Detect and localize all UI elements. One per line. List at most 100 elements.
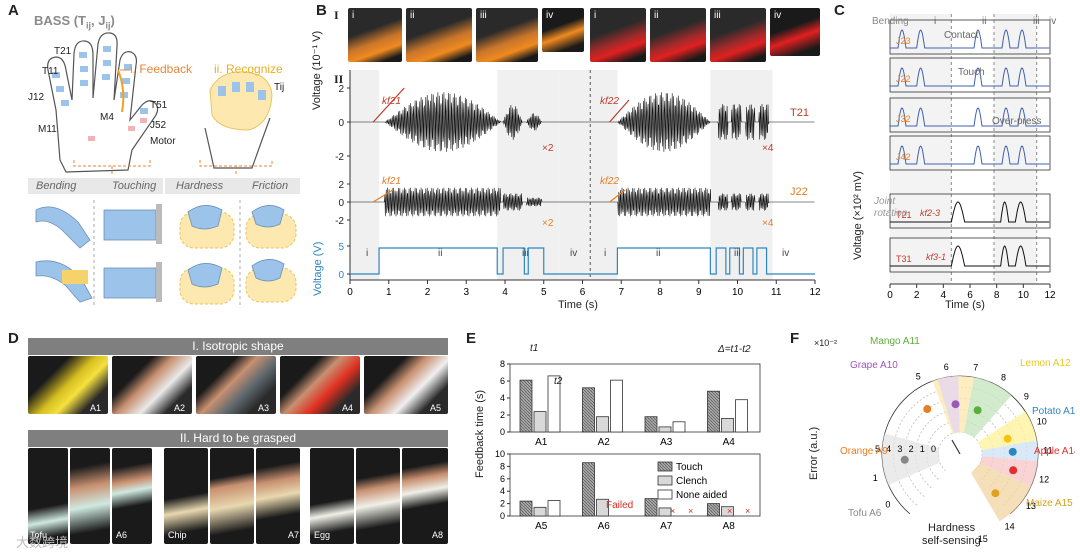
x-tick-label: 6 xyxy=(967,290,973,301)
stage-label-3: iii xyxy=(522,248,529,259)
x-tick-label: 10 xyxy=(732,287,744,298)
self-sensing-caption: self-sensing xyxy=(922,535,981,547)
recognize-label: ii. Recognize xyxy=(214,62,283,76)
touching-sketches xyxy=(93,200,162,305)
x-tick-label: 6 xyxy=(580,287,586,298)
category-A7: A7 xyxy=(660,521,673,532)
c-stage-iii: iii xyxy=(1033,16,1040,27)
f-scale: ×10⁻² xyxy=(814,338,838,348)
y-tick-label: 0 xyxy=(338,270,344,281)
category-friction: Friction xyxy=(252,180,289,192)
label-t21: T21 xyxy=(54,46,72,57)
photo-label-3: iii xyxy=(480,10,487,21)
trace-t21 xyxy=(350,92,815,152)
touch-label: Touch xyxy=(958,67,985,78)
shade-region xyxy=(497,70,560,280)
k-f31-label: kf3-1 xyxy=(926,252,947,262)
t2-label: t2 xyxy=(554,376,563,387)
d-label-a6: A6 xyxy=(116,530,128,540)
panel-label-d: D xyxy=(8,330,19,347)
bar-A7-clench xyxy=(658,507,672,517)
row-frame xyxy=(889,19,1051,55)
theta-tick-9: 9 xyxy=(1024,391,1029,401)
label-t11: T11 xyxy=(42,66,59,77)
data-point-6 xyxy=(991,489,1000,498)
stage-label-4: iv xyxy=(570,248,578,259)
t1-label: t1 xyxy=(530,343,539,354)
friction-sketches xyxy=(239,200,297,305)
mult4-top: ×4 xyxy=(762,143,774,154)
x-tick-label: 10 xyxy=(1018,290,1030,301)
row-label-J42: J42 xyxy=(896,152,911,162)
theta-tick-0: 0 xyxy=(885,499,890,509)
row-frame xyxy=(889,135,1051,171)
trace-T31 xyxy=(890,245,1050,267)
data-point-1 xyxy=(951,400,960,409)
photo-label-7: iii xyxy=(714,10,721,21)
food-label-5: Apple A14 xyxy=(1034,446,1075,457)
row-label-J22: J22 xyxy=(896,74,911,84)
theta-tick-15: 15 xyxy=(978,534,988,544)
bottom-chart-frame xyxy=(509,453,761,517)
x-tick-label: 2 xyxy=(914,290,920,301)
category-A3: A3 xyxy=(660,437,673,448)
r-tick-5: 5 xyxy=(875,444,880,454)
watermark: 大数跨境 xyxy=(16,535,69,550)
theta-tick-10: 10 xyxy=(1037,417,1047,427)
x-tick-label: 0 xyxy=(887,290,893,301)
bar-A6-touch xyxy=(582,462,595,517)
pointer-needle xyxy=(951,439,961,455)
theta-tick-8: 8 xyxy=(1001,373,1006,383)
polar-ring xyxy=(937,431,983,472)
y-tick-label: 4 xyxy=(500,393,505,403)
joint-voltage-chart: J23 J22 J32 J42 T21 T31 0 2 4 6 8 10 12 xyxy=(887,14,1056,301)
x-tick-label: 4 xyxy=(941,290,947,301)
food-wedge-6 xyxy=(937,376,960,433)
theta-tick-13: 13 xyxy=(1026,501,1036,511)
stage-label-6: ii xyxy=(656,248,661,259)
row-label-T31: T31 xyxy=(896,254,912,264)
b-ylabel-top: Voltage (10⁻¹ V) xyxy=(311,30,323,110)
k-f21-top: kf21 xyxy=(382,96,401,107)
k-f23-label: kf2-3 xyxy=(920,208,941,218)
d-label-a3: A3 xyxy=(258,403,270,413)
c-stage-ii: ii xyxy=(982,16,987,27)
row-label-J32: J32 xyxy=(896,114,911,124)
slope-kf21-bottom xyxy=(372,189,393,203)
y-tick-label: 0 xyxy=(338,198,344,209)
category-hardness: Hardness xyxy=(176,180,224,192)
y-tick-label: 10 xyxy=(495,449,505,459)
photo-label-6: ii xyxy=(654,10,659,21)
trace-J32 xyxy=(890,107,1050,127)
c-stage-iv: iv xyxy=(1049,16,1057,27)
c-xlabel: Time (s) xyxy=(945,299,985,311)
trace-T21 xyxy=(890,201,1050,223)
label-j52: J52 xyxy=(150,120,167,131)
y-tick-label: 2 xyxy=(338,180,344,191)
food-label-6: Maize A15 xyxy=(1026,498,1073,509)
label-j12: J12 xyxy=(28,92,45,103)
data-point-5 xyxy=(1009,466,1018,475)
food-label-4: Orange A9 xyxy=(840,446,888,457)
contact-label: Contact xyxy=(944,30,979,41)
stage-label-5: i xyxy=(604,248,607,259)
d-label-a7: A7 xyxy=(288,530,300,540)
bar-A3-none-aided xyxy=(672,421,686,433)
x-tick-label: 11 xyxy=(771,287,782,298)
bar-A2-clench xyxy=(596,416,609,433)
bar-A8-touch xyxy=(707,503,720,517)
food-wedge-5 xyxy=(971,463,1031,522)
theta-tick-1: 1 xyxy=(873,473,878,483)
d-label-chip: Chip xyxy=(168,530,187,540)
legend-swatch-0 xyxy=(657,461,673,472)
x-tick-label: 12 xyxy=(809,287,821,298)
r-tick-2: 2 xyxy=(909,444,914,454)
bar-A1-touch xyxy=(519,379,533,433)
stage-square-wave xyxy=(350,247,815,275)
d-label-a8: A8 xyxy=(432,530,444,540)
theta-tick-5: 5 xyxy=(916,372,921,382)
food-label-2: Lemon A12 xyxy=(1020,358,1071,369)
panel-label-e: E xyxy=(466,330,477,347)
bar-A5-none-aided xyxy=(547,500,561,517)
